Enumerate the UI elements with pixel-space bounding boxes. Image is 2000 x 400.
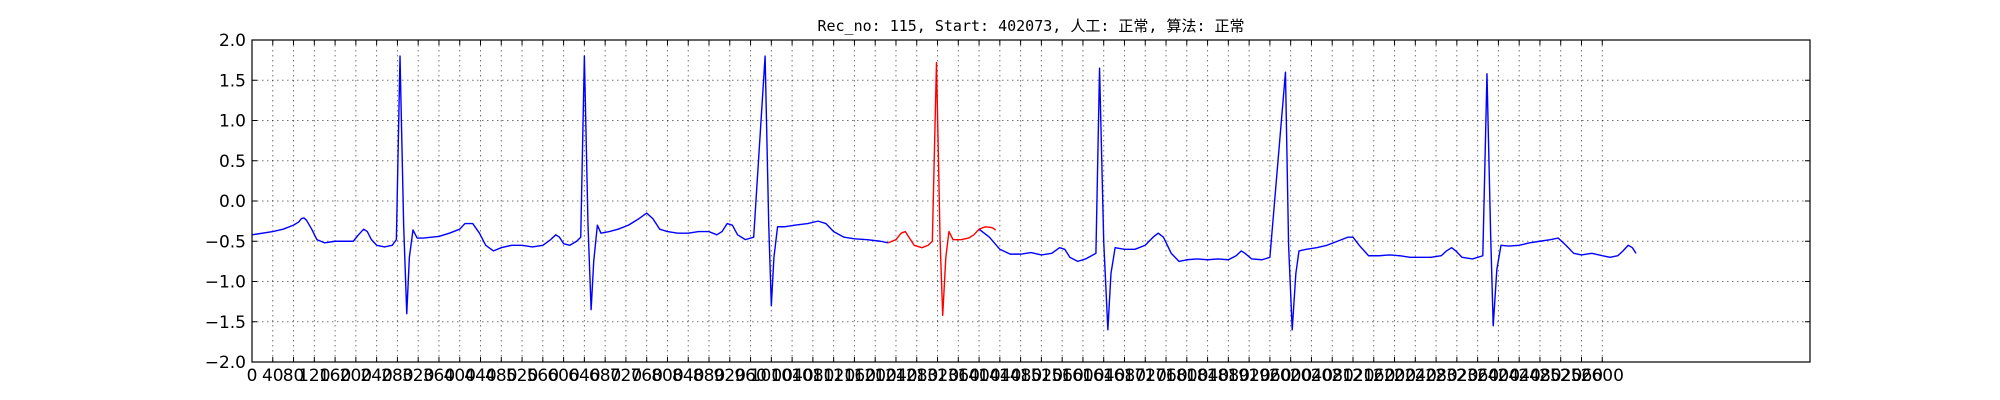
x-tick-label: 1480 bbox=[999, 366, 1042, 386]
y-tick-label: −1.0 bbox=[205, 273, 246, 293]
x-tick-label: 2080 bbox=[1311, 366, 1354, 386]
x-tick-label: 2000 bbox=[1269, 366, 1312, 386]
x-tick-label: 920 bbox=[714, 366, 746, 386]
x-tick-label: 2600 bbox=[1581, 366, 1624, 386]
x-tick-label: 880 bbox=[693, 366, 725, 386]
x-tick-label: 2560 bbox=[1560, 366, 1603, 386]
grid-lines bbox=[252, 40, 1810, 362]
x-tick-label: 0 bbox=[247, 366, 258, 386]
x-tick-label: 1920 bbox=[1227, 366, 1270, 386]
x-tick-label: 1720 bbox=[1124, 366, 1167, 386]
x-tick-label: 440 bbox=[464, 366, 496, 386]
x-tick-label: 1240 bbox=[874, 366, 917, 386]
x-tick-label: 760 bbox=[630, 366, 662, 386]
x-tick-label: 2280 bbox=[1414, 366, 1457, 386]
x-tick-label: 400 bbox=[444, 366, 476, 386]
plot-frame bbox=[251, 39, 1811, 363]
x-tick-label: 1640 bbox=[1082, 366, 1125, 386]
x-tick-label: 2480 bbox=[1518, 366, 1561, 386]
x-tick-label: 2040 bbox=[1290, 366, 1333, 386]
x-tick-label: 1360 bbox=[937, 366, 980, 386]
series-0-segment-0-line bbox=[251, 55, 889, 315]
y-tick-label: −1.5 bbox=[205, 313, 246, 333]
x-tick-label: 240 bbox=[360, 366, 392, 386]
y-tick-label: 0.0 bbox=[219, 192, 246, 212]
series-0-segment-1-line bbox=[978, 67, 1637, 331]
x-tick-label: 1440 bbox=[978, 366, 1021, 386]
x-tick-label: 2200 bbox=[1373, 366, 1416, 386]
x-tick-label: 2360 bbox=[1456, 366, 1499, 386]
x-tick-label: 1760 bbox=[1144, 366, 1187, 386]
y-tick-label: 1.5 bbox=[219, 71, 246, 91]
x-tick-label: 1040 bbox=[770, 366, 813, 386]
x-tick-label: 120 bbox=[298, 366, 330, 386]
x-tick-label: 800 bbox=[651, 366, 683, 386]
x-tick-label: 2320 bbox=[1435, 366, 1478, 386]
y-tick-label: 1.0 bbox=[219, 112, 246, 132]
x-tick-label: 1840 bbox=[1186, 366, 1229, 386]
series-layer bbox=[251, 55, 1637, 331]
x-tick-label: 640 bbox=[568, 366, 600, 386]
x-tick-label: 720 bbox=[610, 366, 642, 386]
x-tick-label: 560 bbox=[527, 366, 559, 386]
x-tick-label: 1080 bbox=[791, 366, 834, 386]
x-tick-label: 840 bbox=[672, 366, 704, 386]
y-tick-label: −0.5 bbox=[205, 232, 246, 252]
y-tick-label: 2.0 bbox=[219, 31, 246, 51]
x-tick-label: 1600 bbox=[1061, 366, 1104, 386]
y-tick-label: −2.0 bbox=[205, 353, 246, 373]
x-tick-label: 1280 bbox=[895, 366, 938, 386]
x-tick-label: 1560 bbox=[1041, 366, 1084, 386]
x-tick-label: 1960 bbox=[1248, 366, 1291, 386]
chart-title: Rec_no: 115, Start: 402073, 人工: 正常, 算法: … bbox=[817, 17, 1244, 35]
x-tick-label: 1200 bbox=[854, 366, 897, 386]
x-tick-label: 2160 bbox=[1352, 366, 1395, 386]
x-tick-label: 1160 bbox=[833, 366, 876, 386]
x-tick-label: 200 bbox=[340, 366, 372, 386]
x-tick-label: 1680 bbox=[1103, 366, 1146, 386]
x-tick-label: 520 bbox=[506, 366, 538, 386]
x-tick-label: 1880 bbox=[1207, 366, 1250, 386]
x-tick-label: 480 bbox=[485, 366, 517, 386]
x-tick-label: 680 bbox=[589, 366, 621, 386]
x-tick-label: 2520 bbox=[1539, 366, 1582, 386]
x-tick-label: 360 bbox=[423, 366, 455, 386]
x-tick-label: 2240 bbox=[1394, 366, 1437, 386]
x-tick-label: 280 bbox=[381, 366, 413, 386]
x-tick-label: 2400 bbox=[1477, 366, 1520, 386]
x-tick-label: 1800 bbox=[1165, 366, 1208, 386]
x-tick-label: 320 bbox=[402, 366, 434, 386]
series-1-segment-0-line bbox=[887, 61, 997, 317]
x-tick-label: 600 bbox=[547, 366, 579, 386]
x-tick-label: 960 bbox=[734, 366, 766, 386]
x-tick-label: 160 bbox=[319, 366, 351, 386]
x-tick-label: 1000 bbox=[750, 366, 793, 386]
x-tick-label: 80 bbox=[283, 366, 305, 386]
x-tick-label: 1400 bbox=[957, 366, 1000, 386]
x-tick-label: 2120 bbox=[1331, 366, 1374, 386]
x-tick-label: 1520 bbox=[1020, 366, 1063, 386]
x-tick-label: 2440 bbox=[1498, 366, 1541, 386]
axis-ticks: −2.0−1.5−1.0−0.50.00.51.01.52.00 40 801201… bbox=[205, 31, 1810, 386]
x-tick-label: 40 bbox=[262, 366, 284, 386]
x-tick-label: 1120 bbox=[812, 366, 855, 386]
y-tick-label: 0.5 bbox=[219, 152, 246, 172]
x-tick-label: 1320 bbox=[916, 366, 959, 386]
